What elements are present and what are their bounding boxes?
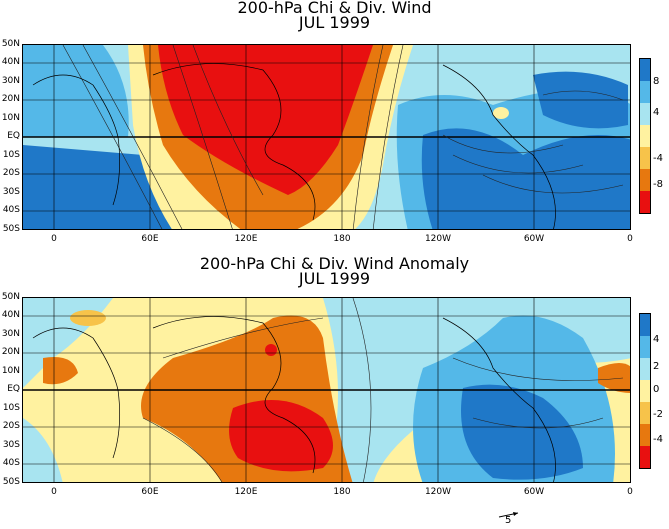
bottom-title-line1: 200-hPa Chi & Div. Wind Anomaly — [199, 254, 470, 273]
top-lon-120e: 120E — [234, 234, 258, 244]
bottom-colorbar-label-neg2: -2 — [653, 409, 663, 420]
bottom-title-line2: JUL 1999 — [298, 269, 371, 288]
top-lat-30s: 30S — [2, 187, 20, 197]
top-colorbar — [639, 58, 651, 214]
bottom-lat-50s: 50S — [2, 477, 20, 487]
top-lat-20n: 20N — [1, 94, 20, 104]
top-lat-20s: 20S — [2, 168, 20, 178]
reference-vector-label: 5 — [505, 515, 512, 526]
bottom-lon-120w: 120W — [424, 487, 452, 497]
bottom-map-panel — [22, 297, 631, 483]
bottom-lat-eq: EQ — [7, 384, 20, 394]
bottom-lat-10s: 10S — [2, 403, 20, 413]
top-lon-60e: 60E — [141, 234, 159, 244]
bottom-lat-30n: 30N — [1, 329, 20, 339]
bottom-colorbar — [639, 313, 651, 469]
top-colorbar-label-4: 4 — [653, 107, 660, 118]
top-lon-60w: 60W — [523, 234, 545, 244]
top-map-panel — [22, 44, 631, 230]
top-lat-eq: EQ — [7, 131, 20, 141]
bottom-lat-40s: 40S — [2, 458, 20, 468]
top-lon-0: 0 — [51, 234, 57, 244]
top-lon-120w: 120W — [424, 234, 452, 244]
bottom-lon-60w: 60W — [523, 487, 545, 497]
top-colorbar-label-neg8: -8 — [653, 179, 663, 190]
bottom-lon-120e: 120E — [234, 487, 258, 497]
top-colorbar-label-8: 8 — [653, 76, 660, 87]
top-lat-30n: 30N — [1, 76, 20, 86]
top-lat-10s: 10S — [2, 150, 20, 160]
top-lon-180: 180 — [333, 234, 351, 244]
top-lat-50s: 50S — [2, 224, 20, 234]
bottom-lat-30s: 30S — [2, 440, 20, 450]
bottom-lat-10n: 10N — [1, 366, 20, 376]
bottom-lon-0-east: 0 — [627, 487, 633, 497]
bottom-lat-50n: 50N — [1, 292, 20, 302]
top-lat-40n: 40N — [1, 57, 20, 67]
top-lat-10n: 10N — [1, 113, 20, 123]
top-lat-50n: 50N — [1, 39, 20, 49]
top-colorbar-label-neg4: -4 — [653, 153, 663, 164]
top-title-line1: 200-hPa Chi & Div. Wind — [237, 0, 432, 17]
bottom-colorbar-label-neg4: -4 — [653, 434, 663, 445]
top-title-line2: JUL 1999 — [298, 13, 371, 32]
bottom-lat-20n: 20N — [1, 347, 20, 357]
bottom-lat-20s: 20S — [2, 421, 20, 431]
bottom-lon-60e: 60E — [141, 487, 159, 497]
top-lat-40s: 40S — [2, 205, 20, 215]
bottom-lon-180: 180 — [333, 487, 351, 497]
bottom-lat-40n: 40N — [1, 310, 20, 320]
bottom-colorbar-label-0: 0 — [653, 384, 660, 395]
bottom-colorbar-label-4: 4 — [653, 334, 660, 345]
bottom-lon-0: 0 — [51, 487, 57, 497]
reference-vector-arrow — [498, 505, 520, 518]
top-lon-0-east: 0 — [627, 234, 633, 244]
bottom-colorbar-label-2: 2 — [653, 361, 660, 372]
